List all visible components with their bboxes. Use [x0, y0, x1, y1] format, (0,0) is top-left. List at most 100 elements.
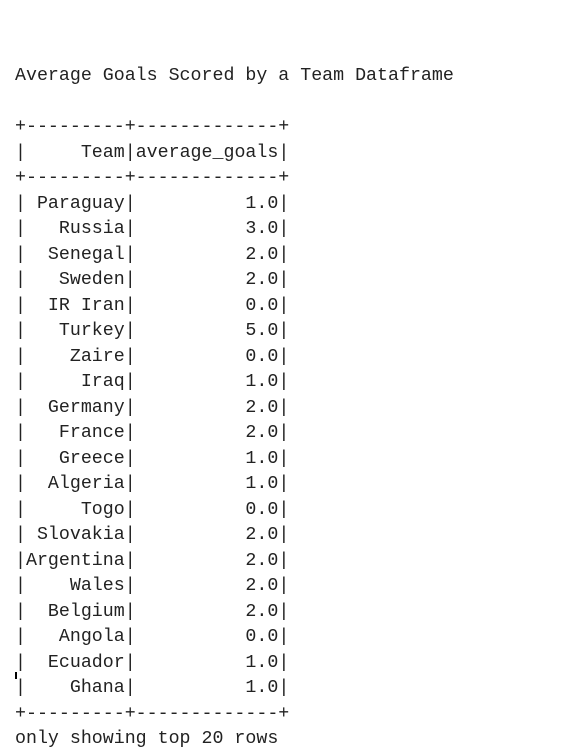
separator: | — [124, 321, 136, 341]
separator: | — [278, 499, 290, 520]
goals-cell: 2.0 — [245, 244, 279, 265]
separator: | — [278, 270, 290, 290]
separator: | — [15, 627, 26, 647]
separator: | — [278, 678, 290, 698]
team-cell: Turkey — [58, 321, 125, 341]
team-cell: Algeria — [47, 474, 125, 494]
goals-cell: 5.0 — [245, 321, 279, 341]
goals-cell: 1.0 — [245, 652, 279, 673]
separator: | — [124, 397, 136, 418]
table-row: | Togo| 0.0| — [15, 498, 454, 524]
separator: | — [15, 244, 26, 265]
separator: | — [124, 576, 136, 596]
goals-cell: 3.0 — [245, 219, 279, 239]
table-row: | Senegal| 2.0| — [15, 243, 454, 269]
separator: | — [124, 346, 136, 367]
team-cell: Germany — [47, 397, 125, 418]
console-output: Average Goals Scored by a Team Dataframe… — [15, 66, 454, 749]
separator: | — [124, 627, 136, 647]
separator: | — [278, 193, 290, 214]
table-row: | Paraguay| 1.0| — [15, 192, 454, 218]
goals-cell: 2.0 — [245, 601, 279, 622]
separator: | — [124, 372, 136, 392]
separator: | — [15, 295, 26, 316]
team-cell: Greece — [58, 448, 125, 469]
goals-cell: 2.0 — [245, 525, 279, 545]
separator: | — [15, 652, 26, 673]
team-cell: Togo — [80, 499, 125, 520]
goals-cell: 2.0 — [245, 423, 279, 443]
separator: | — [278, 423, 290, 443]
table-row: | Turkey| 5.0| — [15, 319, 454, 345]
table-row: | Ecuador| 1.0| — [15, 651, 454, 677]
table-border: +---------+-------------+ — [15, 168, 290, 188]
table-border: +---------+-------------+ — [15, 703, 290, 724]
separator: | — [15, 576, 26, 596]
separator: | — [278, 295, 290, 316]
goals-cell: 1.0 — [245, 193, 279, 214]
separator: | — [278, 652, 290, 673]
table-row: | Iraq| 1.0| — [15, 370, 454, 396]
table-row: | Belgium| 2.0| — [15, 600, 454, 626]
separator: | — [124, 601, 136, 622]
separator: | — [278, 627, 290, 647]
team-cell: Iraq — [80, 372, 125, 392]
table-row: | Wales| 2.0| — [15, 574, 454, 600]
table-row: | IR Iran| 0.0| — [15, 294, 454, 320]
goals-cell: 1.0 — [245, 678, 279, 698]
goals-cell: 1.0 — [245, 372, 279, 392]
separator: | — [124, 448, 136, 469]
separator: | — [15, 142, 26, 163]
separator: | — [124, 474, 136, 494]
separator: | — [124, 550, 136, 571]
separator: | — [15, 270, 26, 290]
separator: | — [15, 525, 26, 545]
goals-cell: 1.0 — [245, 448, 279, 469]
team-cell: Ghana — [69, 678, 125, 698]
goals-cell: 0.0 — [245, 346, 279, 367]
table-row: | Algeria| 1.0| — [15, 472, 454, 498]
separator: | — [278, 550, 290, 571]
separator: | — [278, 346, 290, 367]
team-cell: Zaire — [69, 346, 125, 367]
table-row: | Germany| 2.0| — [15, 396, 454, 422]
goals-cell: 0.0 — [245, 499, 279, 520]
table-border: +---------+-------------+ — [15, 117, 290, 137]
team-cell: IR Iran — [47, 295, 125, 316]
separator: | — [15, 499, 26, 520]
separator: | — [124, 652, 136, 673]
table-row: | Ghana| 1.0| — [15, 676, 454, 702]
separator: | — [15, 601, 26, 622]
team-cell: Slovakia — [36, 525, 125, 545]
separator: | — [124, 244, 136, 265]
goals-cell: 2.0 — [245, 270, 279, 290]
separator: | — [124, 295, 136, 316]
separator: | — [278, 372, 290, 392]
table-row: | Sweden| 2.0| — [15, 268, 454, 294]
team-cell: Argentina — [25, 550, 125, 571]
team-cell: Senegal — [47, 244, 125, 265]
table-row: | Russia| 3.0| — [15, 217, 454, 243]
title: Average Goals Scored by a Team Dataframe — [15, 66, 454, 86]
goals-cell: 2.0 — [245, 550, 279, 571]
goals-cell: 2.0 — [245, 576, 279, 596]
header-row: | Team|average_goals| — [15, 141, 454, 167]
team-cell: Angola — [58, 627, 125, 647]
separator: | — [124, 219, 136, 239]
goals-cell: average_goals — [135, 142, 279, 163]
separator: | — [278, 576, 290, 596]
separator: | — [124, 270, 136, 290]
team-cell: Russia — [58, 219, 125, 239]
separator: | — [15, 346, 26, 367]
team-cell: Wales — [69, 576, 125, 596]
cursor — [15, 672, 17, 679]
separator: | — [278, 244, 290, 265]
separator: | — [124, 142, 136, 163]
table-row: | Angola| 0.0| — [15, 625, 454, 651]
separator: | — [278, 321, 290, 341]
separator: | — [124, 525, 136, 545]
separator: | — [278, 448, 290, 469]
goals-cell: 0.0 — [245, 295, 279, 316]
team-cell: Belgium — [47, 601, 125, 622]
separator: | — [124, 193, 136, 214]
